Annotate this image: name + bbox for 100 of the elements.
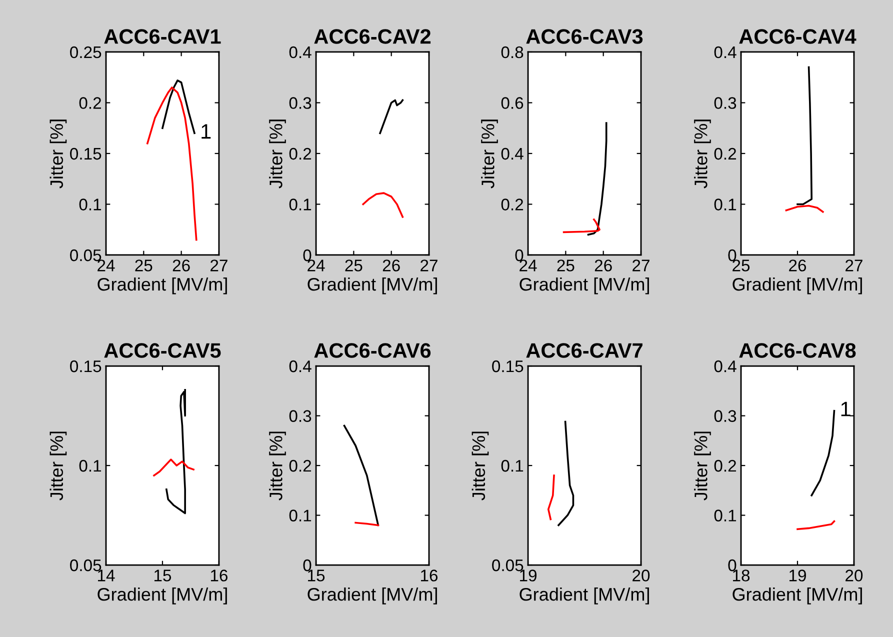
x-axis-title: Gradient [MV/m] — [98, 277, 227, 294]
x-tick-label: 25 — [135, 260, 152, 272]
x-tick-label: 15 — [308, 570, 325, 582]
y-tick-label: 0.4 — [289, 46, 312, 58]
chart-title: ACC6-CAV6 — [314, 343, 431, 358]
y-tick-label: 0.15 — [492, 360, 524, 372]
line-series — [146, 86, 198, 241]
x-axis-title: Gradient [MV/m] — [520, 277, 649, 294]
line-series — [343, 424, 380, 526]
x-tick-label: 25 — [732, 260, 750, 272]
line-series — [362, 192, 404, 218]
y-tick-label: 0.3 — [714, 410, 736, 422]
x-tick-label: 25 — [557, 260, 574, 272]
annotation: 1 — [841, 402, 850, 416]
y-axis-title: Jitter [%] — [269, 120, 286, 188]
y-tick-label: 0.4 — [714, 46, 736, 58]
chart-title: ACC6-CAV3 — [526, 29, 643, 44]
y-tick-label: 0.4 — [714, 360, 736, 372]
chart-title: ACC6-CAV1 — [104, 29, 221, 44]
y-tick-label: 0.1 — [501, 460, 524, 472]
chart-title: ACC6-CAV4 — [739, 29, 856, 44]
y-axis-title: Jitter [%] — [50, 432, 67, 500]
y-tick-label: 0 — [515, 249, 524, 262]
y-tick-label: 0 — [303, 249, 312, 262]
chart-title: ACC6-CAV7 — [526, 343, 642, 358]
y-tick-label: 0.2 — [501, 198, 524, 210]
y-tick-label: 0.2 — [79, 97, 101, 109]
line-series — [162, 79, 196, 134]
line-series — [562, 218, 600, 234]
line-series — [379, 99, 404, 134]
x-tick-label: 20 — [846, 570, 863, 582]
y-tick-label: 0.2 — [714, 148, 736, 160]
line-series — [166, 388, 186, 514]
y-tick-label: 0.15 — [70, 148, 102, 160]
y-tick-label: 0.2 — [289, 460, 312, 472]
y-tick-label: 0.1 — [714, 510, 736, 522]
x-axis-title: Gradient [MV/m] — [520, 588, 649, 604]
x-tick-label: 24 — [98, 260, 115, 272]
y-axis-title: Jitter [%] — [472, 432, 489, 500]
line-series — [796, 66, 813, 206]
y-tick-label: 0.1 — [289, 198, 312, 210]
chart-title: ACC6-CAV5 — [104, 343, 221, 358]
y-axis-title: Jitter [%] — [269, 432, 286, 500]
y-axis-title: Jitter [%] — [481, 120, 498, 188]
y-tick-label: 0.3 — [289, 410, 312, 422]
y-tick-label: 0.1 — [79, 198, 102, 210]
annotation: 1 — [202, 124, 211, 139]
line-series — [587, 122, 608, 236]
x-tick-label: 20 — [632, 570, 650, 582]
line-series — [810, 410, 836, 496]
x-tick-label: 18 — [733, 570, 750, 582]
y-tick-label: 0.1 — [79, 460, 102, 472]
line-series — [153, 458, 194, 476]
x-tick-label: 26 — [789, 260, 806, 272]
y-tick-label: 0.1 — [714, 198, 736, 210]
y-tick-label: 0.15 — [70, 360, 102, 372]
x-axis-title: Gradient [MV/m] — [308, 588, 437, 604]
y-axis-title: Jitter [%] — [694, 432, 711, 500]
x-axis-title: Gradient [MV/m] — [98, 588, 227, 604]
y-tick-label: 0.25 — [70, 46, 102, 58]
x-tick-label: 26 — [382, 260, 400, 272]
y-tick-label: 0.4 — [289, 360, 312, 372]
y-tick-label: 0.8 — [501, 46, 524, 58]
x-tick-label: 26 — [594, 260, 612, 272]
x-axis-title: Gradient [MV/m] — [732, 277, 862, 294]
line-series — [558, 420, 574, 526]
y-tick-label: 0.05 — [70, 249, 102, 262]
y-tick-label: 0.2 — [289, 148, 312, 160]
x-tick-label: 16 — [210, 570, 228, 582]
line-series — [785, 204, 824, 213]
chart-title: ACC6-CAV2 — [314, 29, 431, 44]
y-tick-label: 0.05 — [492, 559, 524, 572]
y-tick-label: 0.3 — [289, 97, 312, 109]
x-tick-label: 27 — [210, 260, 228, 272]
y-tick-label: 0 — [303, 559, 312, 572]
x-axis-title: Gradient [MV/m] — [308, 277, 437, 294]
y-axis-title: Jitter [%] — [694, 120, 711, 188]
x-tick-label: 27 — [420, 260, 438, 272]
y-tick-label: 0.05 — [70, 559, 102, 572]
x-tick-label: 19 — [520, 570, 537, 582]
x-tick-label: 16 — [421, 570, 438, 582]
y-tick-label: 0.6 — [501, 97, 524, 109]
x-axis-title: Gradient [MV/m] — [732, 588, 862, 604]
x-tick-label: 27 — [846, 260, 862, 272]
x-tick-label: 24 — [520, 260, 537, 272]
x-tick-label: 14 — [98, 570, 115, 582]
y-tick-label: 0.1 — [289, 510, 312, 522]
y-tick-label: 0.2 — [714, 460, 736, 472]
chart-title: ACC6-CAV8 — [739, 343, 856, 358]
x-tick-label: 25 — [345, 260, 362, 272]
line-series — [547, 474, 555, 520]
y-tick-label: 0.3 — [714, 97, 736, 109]
x-tick-label: 26 — [172, 260, 190, 272]
line-series — [796, 520, 836, 530]
y-axis-title: Jitter [%] — [50, 120, 67, 188]
y-tick-label: 0.4 — [501, 148, 524, 160]
y-tick-label: 0 — [728, 559, 736, 572]
x-tick-label: 24 — [308, 260, 325, 272]
y-tick-label: 0 — [728, 249, 736, 262]
x-tick-label: 19 — [789, 570, 806, 582]
